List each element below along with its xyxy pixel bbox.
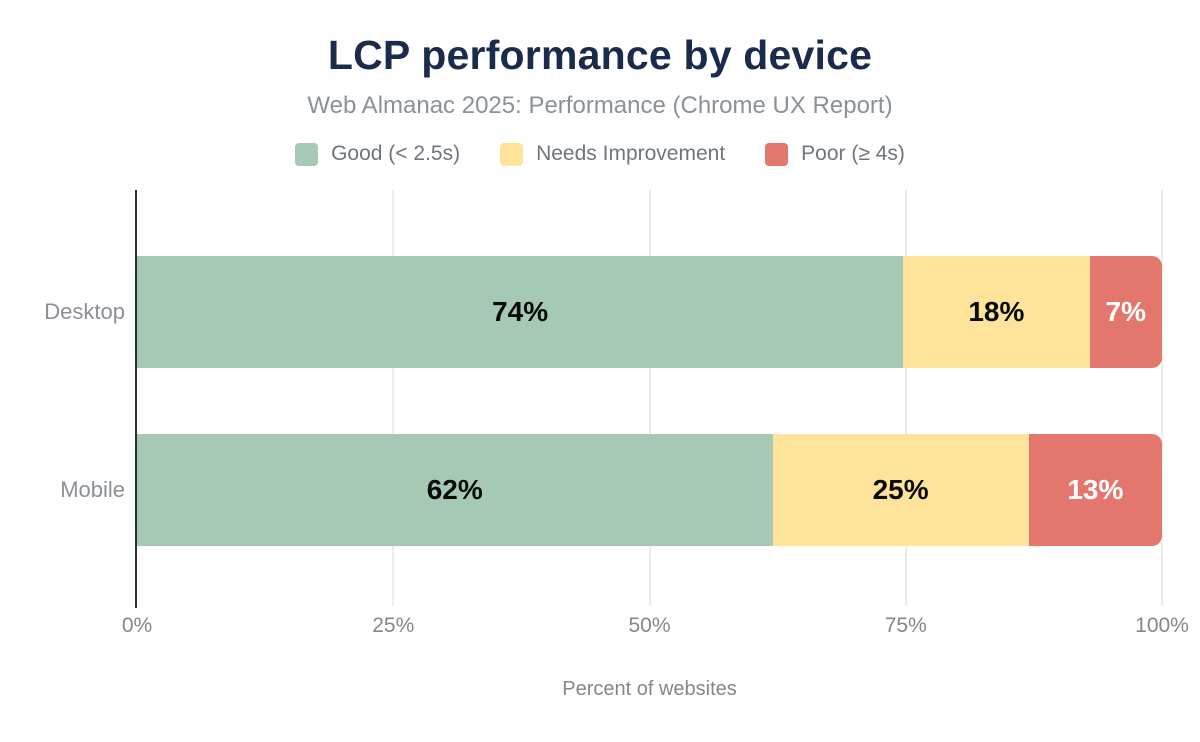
bar-segment-mobile-needs-improvement: 25% [772, 434, 1029, 546]
x-tick-label-75: 75% [884, 614, 927, 637]
gridline-100 [1161, 190, 1163, 606]
legend-swatch-icon [500, 142, 524, 166]
x-axis-tick-labels: 0% 25% 50% 75% 100% [122, 614, 1189, 644]
legend-label: Poor (≥ 4s) [801, 142, 905, 165]
bar-segment-desktop-good-2-5s: 74% [137, 256, 904, 368]
bar-value-label: 7% [1105, 296, 1146, 327]
bar-mobile: 62% 25% 13% [137, 434, 1162, 546]
x-axis-title: Percent of websites [562, 678, 737, 700]
category-label-mobile: Mobile [60, 477, 125, 502]
bar-value-label: 25% [872, 474, 929, 505]
plot-area: 74% 18% 7% 62% 25% 13% [137, 190, 1163, 606]
y-axis-line [135, 190, 137, 608]
bar-value-label: 62% [426, 474, 483, 505]
legend-item-good-2-5s: Good (< 2.5s) [295, 142, 460, 166]
x-tick-label-25: 25% [372, 614, 415, 637]
x-tick-label-0: 0% [121, 614, 153, 637]
legend-item-needs-improvement: Needs Improvement [500, 142, 725, 166]
bar-segment-mobile-poor-4s: 13% [1028, 434, 1162, 546]
gridline-25 [392, 190, 395, 606]
bar-desktop: 74% 18% 7% [137, 256, 1162, 368]
gridline-75 [904, 190, 907, 606]
legend-label: Good (< 2.5s) [331, 142, 461, 165]
y-axis-category-labels: Desktop Mobile [0, 190, 125, 600]
bar-segment-mobile-good-2-5s: 62% [137, 434, 773, 546]
bar-value-label: 13% [1067, 474, 1124, 505]
legend-item-poor-4s: Poor (≥ 4s) [765, 142, 905, 166]
x-tick-label-50: 50% [628, 614, 671, 637]
legend-swatch-icon [295, 142, 319, 166]
legend-swatch-icon [765, 142, 789, 166]
chart-subtitle: Web Almanac 2025: Performance (Chrome UX… [307, 92, 893, 119]
legend: Good (< 2.5s) Needs Improvement Poor (≥ 4s… [0, 142, 1200, 166]
x-tick-label-100: 100% [1135, 614, 1189, 637]
category-label-desktop: Desktop [44, 299, 125, 324]
bar-value-label: 18% [968, 296, 1025, 327]
bar-segment-desktop-needs-improvement: 18% [903, 256, 1090, 368]
gridline-50 [648, 190, 651, 606]
bar-value-label: 74% [492, 296, 549, 327]
legend-label: Needs Improvement [536, 142, 726, 165]
chart-title: LCP performance by device [327, 32, 873, 78]
bar-segment-desktop-poor-4s: 7% [1089, 256, 1162, 368]
